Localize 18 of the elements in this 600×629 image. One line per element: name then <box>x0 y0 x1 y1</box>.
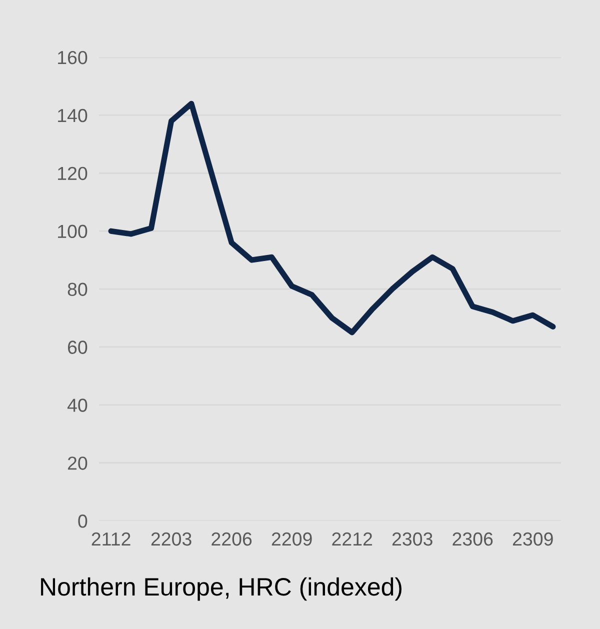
y-tick-label: 100 <box>58 224 88 238</box>
y-tick-label: 0 <box>78 514 88 528</box>
x-tick-label: 2303 <box>392 532 432 546</box>
y-tick-label: 80 <box>68 282 88 296</box>
text: Northern Europe, HRC (indexed) <box>41 577 402 601</box>
x-tick-label: 2306 <box>452 532 493 546</box>
x-tick-label: 2206 <box>212 532 252 546</box>
y-tick-label: 140 <box>58 108 88 122</box>
y-tick-label: 20 <box>68 456 88 470</box>
x-tick-label: 2203 <box>151 532 192 546</box>
x-tick-label: 2212 <box>332 532 372 546</box>
y-tick-label: 40 <box>67 398 88 412</box>
x-tick-label: 2209 <box>272 532 312 546</box>
y-tick-label: 60 <box>68 340 88 354</box>
y-tick-label: 160 <box>58 50 88 64</box>
y-tick-label: 120 <box>58 166 88 180</box>
x-tick-label: 2309 <box>512 532 553 546</box>
x-tick-label: 2112 <box>92 532 130 546</box>
